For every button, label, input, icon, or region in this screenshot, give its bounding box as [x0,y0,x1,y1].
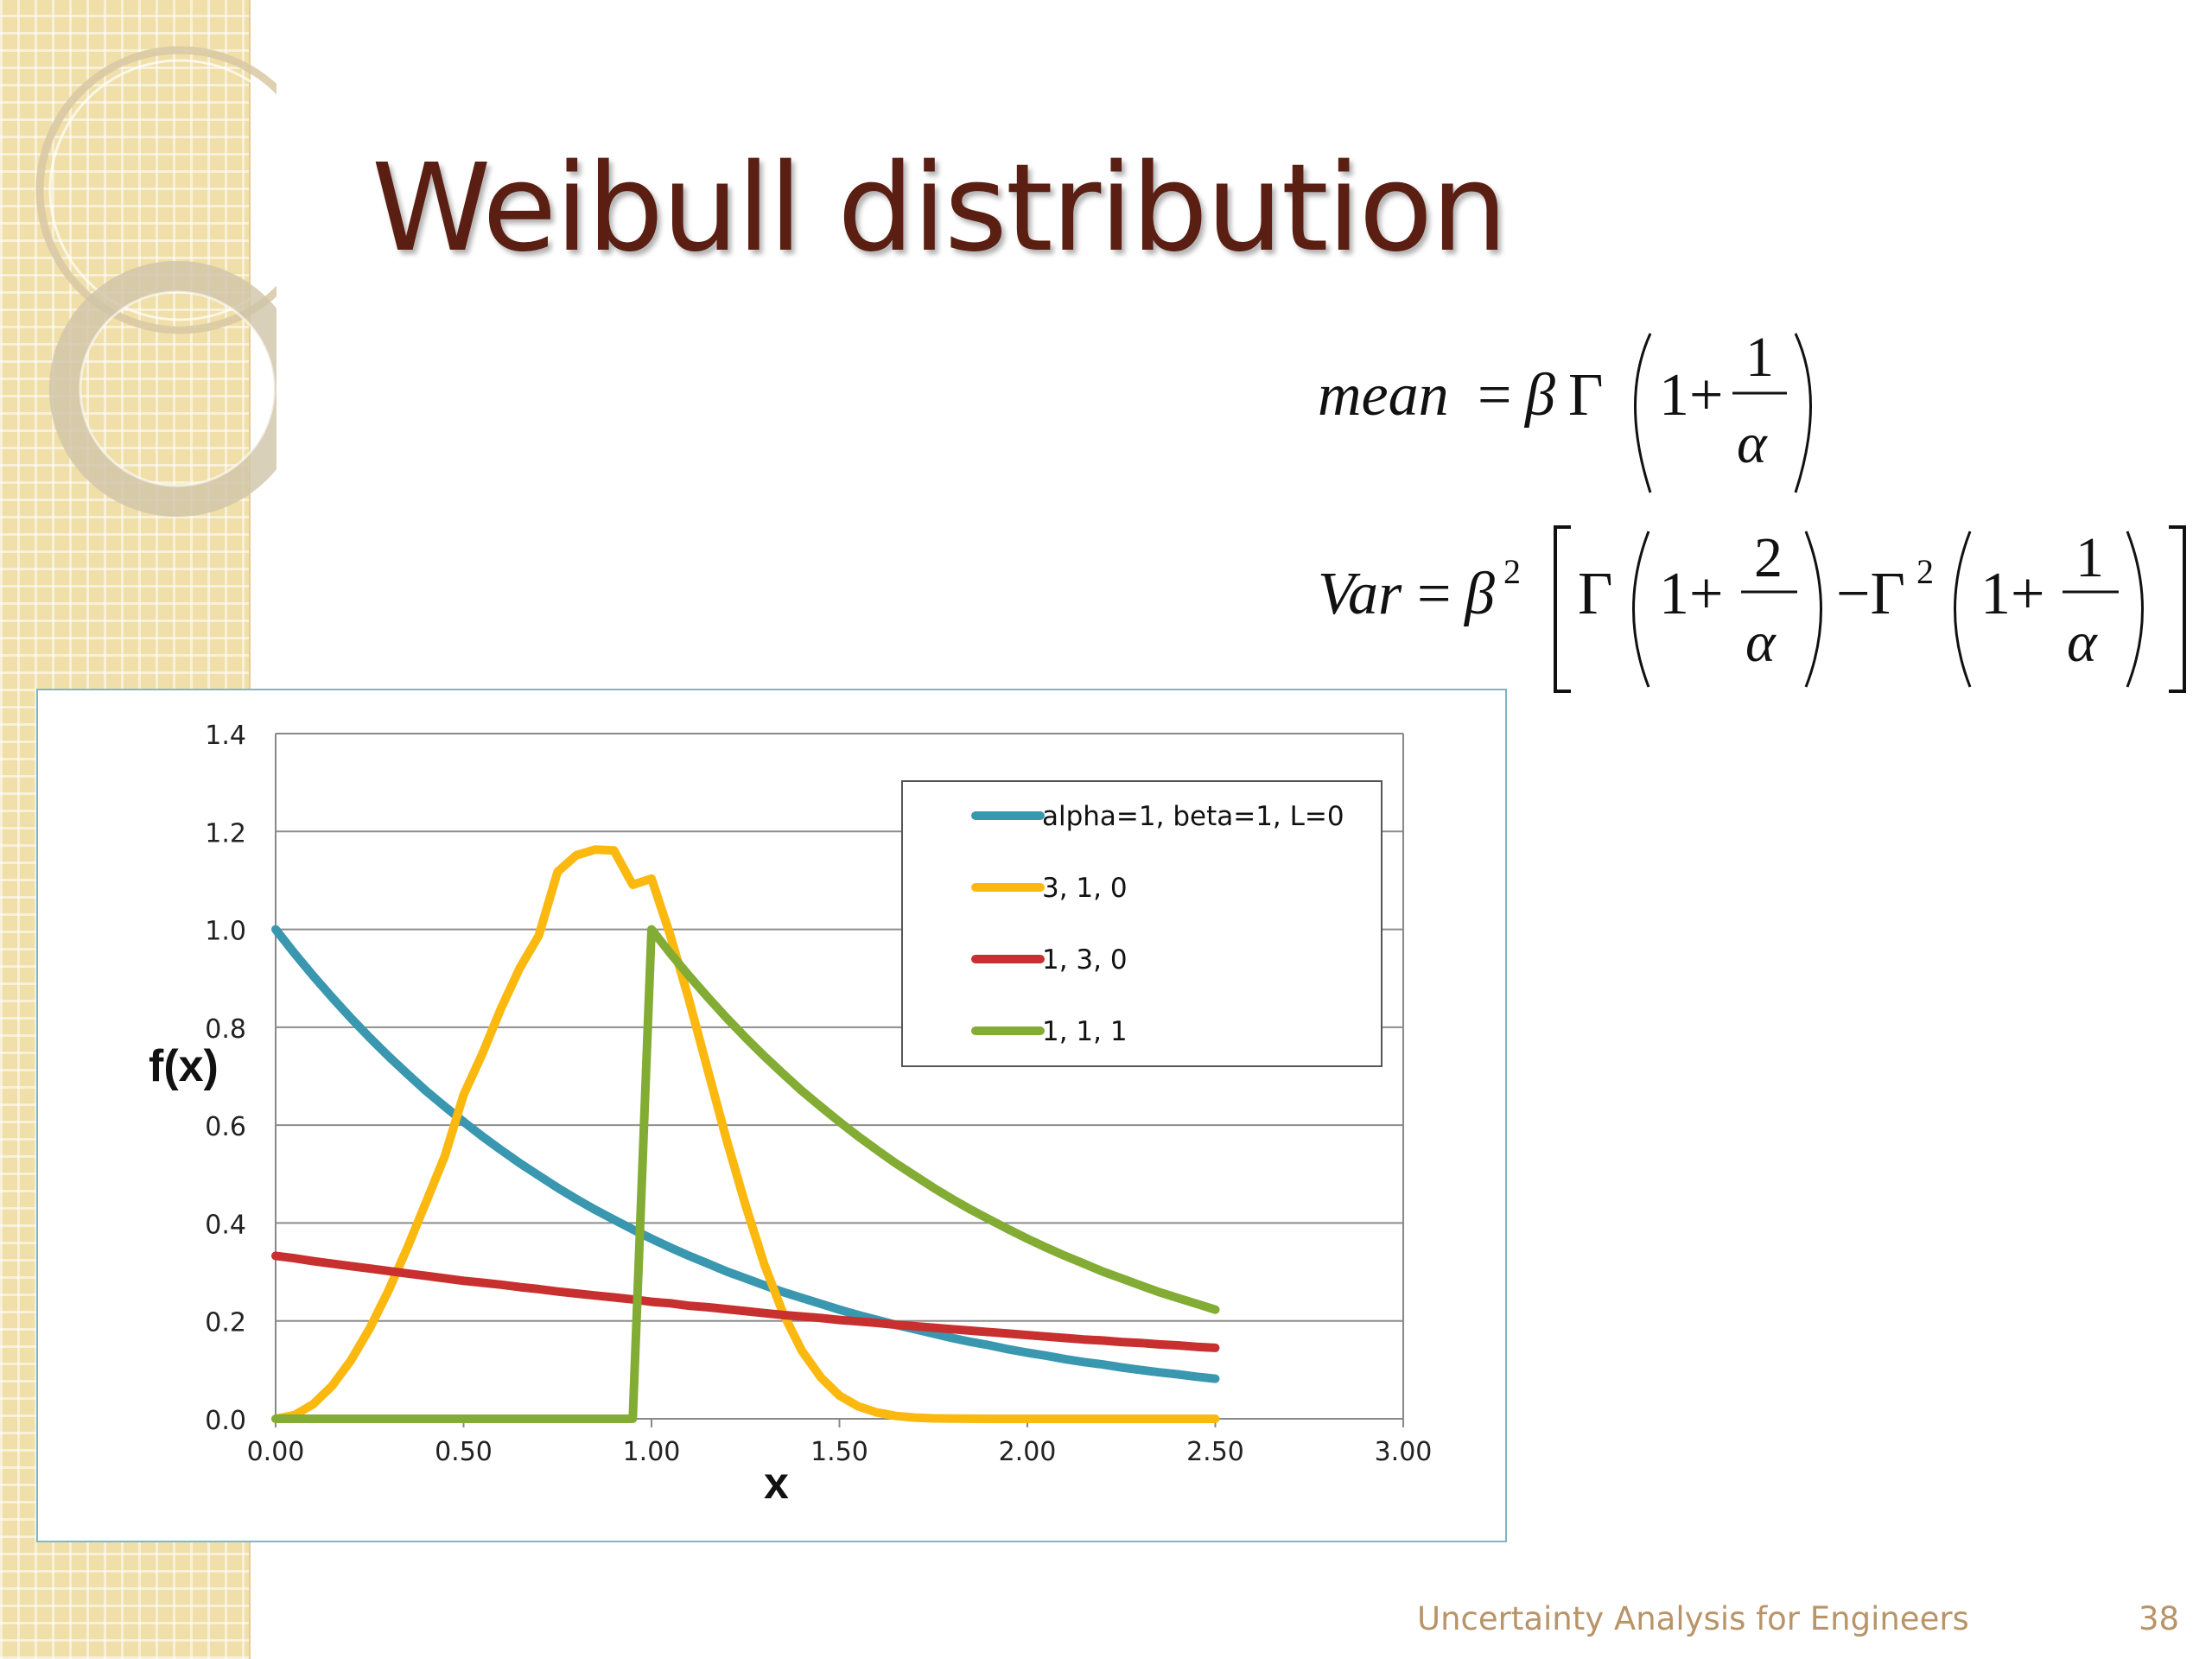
var-beta-exp: 2 [1503,552,1521,591]
y-tick-label: 1.0 [205,917,246,947]
footer-course-title: Uncertainty Analysis for Engineers [1417,1600,1969,1637]
mean-frac-num: 1 [1745,326,1774,389]
x-tick-label: 0.50 [435,1437,493,1467]
series-line-4 [271,925,1220,1423]
var-right-bracket [2169,525,2186,693]
slide-title: Weibull distribution [372,138,1508,279]
mean-gamma: Γ [1568,362,1603,429]
series-line-2 [271,845,1220,1423]
legend-label-3: 1, 3, 0 [1042,944,1128,976]
y-tick-labels: 0.0 0.2 0.4 0.6 0.8 1.0 1.2 1.4 [205,721,246,1436]
legend-box [901,780,1382,1067]
y-tick-label: 0.6 [205,1112,246,1142]
y-tick-label: 0.2 [205,1308,246,1338]
x-axis-label: x [764,1459,789,1509]
mean-left-paren [1634,333,1652,493]
var-minus: −Γ [1836,561,1905,627]
y-tick-label: 0.8 [205,1014,246,1045]
x-tick-label: 2.50 [1186,1437,1244,1467]
var-paren2-right [2126,531,2144,688]
var-beta: β [1463,561,1495,627]
legend-label-4: 1, 1, 1 [1042,1016,1128,1047]
y-tick-label: 1.2 [205,818,246,849]
var-frac2-num: 1 [2075,526,2104,589]
variance-formula: Var = β 2 Γ 1+ 2 α −Γ 2 1+ 1 α [1318,525,2186,693]
y-tick-label: 1.4 [205,721,246,751]
y-axis-label: f(x) [149,1041,219,1091]
var-paren1-left [1632,531,1650,688]
var-paren2-left [1954,531,1972,688]
legend: alpha=1, beta=1, L=0 3, 1, 0 1, 3, 0 1, 1, … [901,780,1382,1067]
var-frac1-den: α [1745,611,1777,674]
mean-formula: mean = β Γ 1+ 1 α [1318,326,1812,493]
mean-frac-den: α [1737,412,1768,475]
x-tick-label: 2.00 [999,1437,1057,1467]
mean-right-paren [1794,333,1812,493]
x-tick-label: 0.00 [247,1437,305,1467]
var-frac1-num: 2 [1754,526,1783,589]
x-tick-labels: 0.00 0.50 1.00 1.50 2.00 2.50 3.00 [247,1419,1433,1467]
mean-equals: = [1478,362,1511,429]
var-equals: = [1417,561,1451,627]
weibull-chart: 0.0 0.2 0.4 0.6 0.8 1.0 1.2 1.4 0.00 0.50 1.00 1.5… [149,721,1433,1509]
mean-beta: β [1523,362,1555,429]
legend-label-2: 3, 1, 0 [1042,873,1128,904]
formulas: mean = β Γ 1+ 1 α Var = β 2 Γ 1+ 2 α −Γ … [1318,326,2186,693]
var-one1: 1+ [1659,561,1723,627]
legend-label-1: alpha=1, beta=1, L=0 [1042,801,1344,832]
var-left-bracket [1554,525,1571,693]
var-paren1-right [1804,531,1822,688]
x-tick-label: 3.00 [1375,1437,1433,1467]
page-number: 38 [2139,1600,2180,1637]
var-gamma2-exp: 2 [1916,552,1934,591]
x-tick-label: 1.50 [810,1437,868,1467]
decorative-rings [35,46,276,517]
series-line-3 [271,1251,1220,1352]
mean-lhs: mean [1318,362,1449,429]
var-gamma1: Γ [1578,561,1612,627]
var-frac2-den: α [2067,611,2098,674]
y-tick-label: 0.0 [205,1406,246,1436]
chart-container: 0.0 0.2 0.4 0.6 0.8 1.0 1.2 1.4 0.00 0.50 1.00 1.5… [36,689,1507,1542]
y-tick-label: 0.4 [205,1210,246,1240]
mean-one: 1+ [1659,362,1723,429]
var-one2: 1+ [1980,561,2044,627]
var-lhs: Var [1318,561,1402,627]
series-lines [271,845,1220,1423]
series-line-1 [271,925,1220,1383]
x-tick-label: 1.00 [623,1437,681,1467]
